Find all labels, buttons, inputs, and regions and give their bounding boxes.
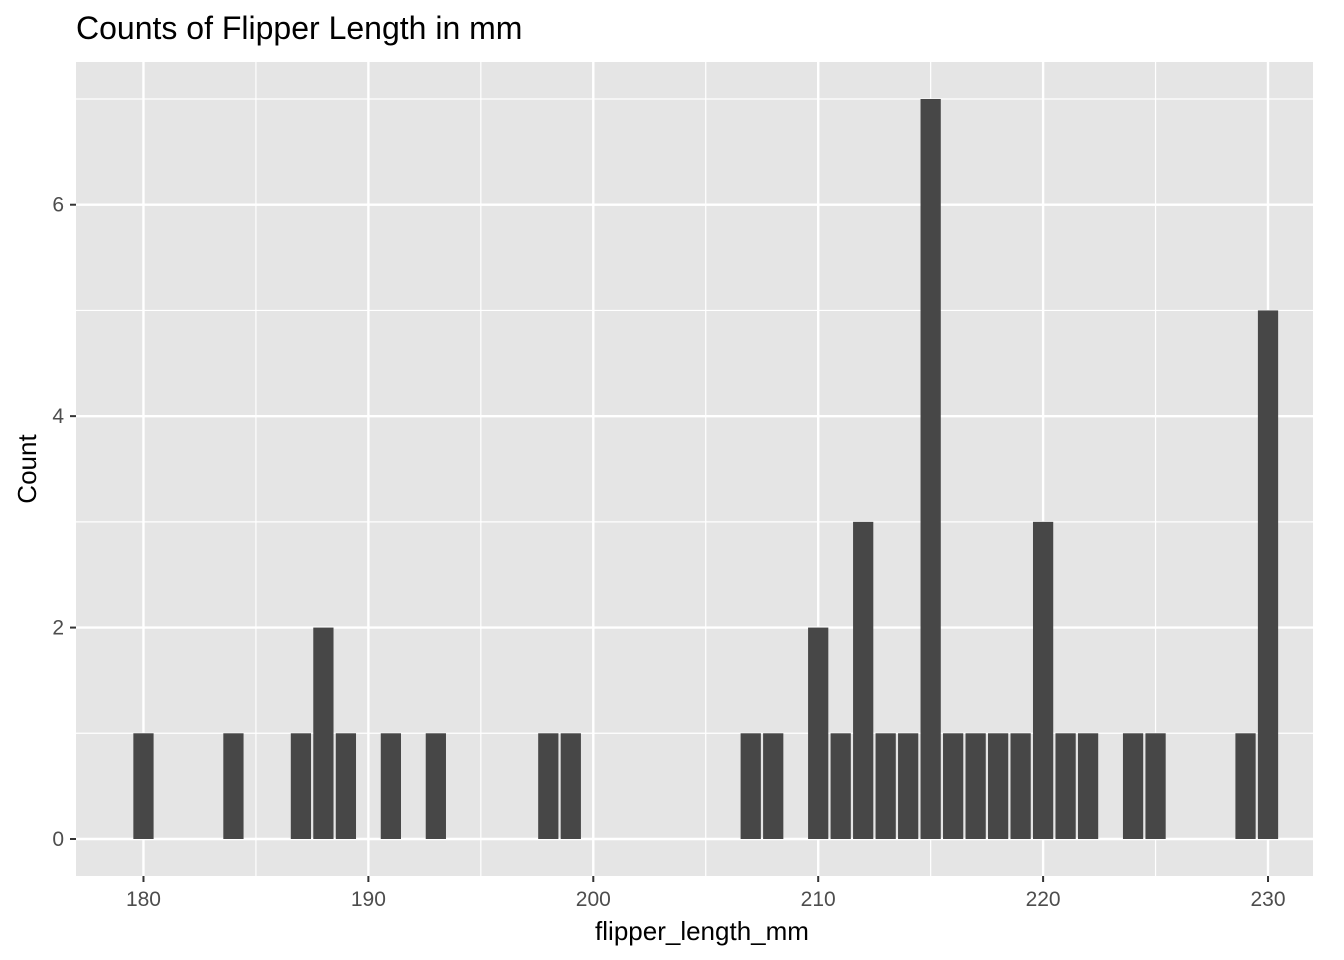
y-axis-title: Count bbox=[12, 434, 42, 504]
bar bbox=[943, 733, 964, 839]
bar bbox=[380, 733, 401, 839]
bar bbox=[223, 733, 244, 839]
bar bbox=[290, 733, 312, 839]
bar bbox=[1032, 521, 1054, 839]
bar bbox=[538, 733, 559, 839]
chart-title: Counts of Flipper Length in mm bbox=[76, 10, 522, 46]
bar bbox=[875, 733, 896, 839]
bar bbox=[988, 733, 1009, 839]
x-tick-label: 180 bbox=[126, 888, 161, 911]
bars bbox=[133, 99, 1279, 839]
bar bbox=[920, 99, 941, 839]
bar bbox=[853, 521, 874, 839]
x-tick-label: 200 bbox=[576, 888, 611, 911]
bar bbox=[1257, 310, 1279, 839]
bar bbox=[133, 733, 154, 839]
bar bbox=[1055, 733, 1076, 839]
bar bbox=[898, 733, 919, 839]
plot-panel bbox=[76, 62, 1313, 876]
x-tick-label: 220 bbox=[1026, 888, 1061, 911]
bar bbox=[425, 733, 446, 839]
bar bbox=[830, 733, 851, 839]
y-tick-label: 4 bbox=[52, 405, 64, 428]
bar bbox=[808, 627, 829, 839]
bar bbox=[1145, 733, 1166, 839]
bar bbox=[1010, 733, 1031, 839]
y-tick-label: 0 bbox=[52, 828, 64, 851]
bar bbox=[313, 627, 334, 839]
x-tick-label: 210 bbox=[801, 888, 836, 911]
y-axis: 0 2 4 6 bbox=[52, 194, 76, 851]
x-tick-label: 230 bbox=[1250, 888, 1285, 911]
bar bbox=[1122, 733, 1144, 839]
y-tick-label: 2 bbox=[52, 617, 64, 640]
bar bbox=[740, 733, 761, 839]
y-tick-label: 6 bbox=[52, 194, 64, 217]
bar bbox=[560, 733, 581, 839]
x-tick-label: 190 bbox=[351, 888, 386, 911]
bar bbox=[763, 733, 784, 839]
x-axis-title: flipper_length_mm bbox=[595, 916, 809, 946]
bar bbox=[1235, 733, 1256, 839]
bar bbox=[335, 733, 357, 839]
bar bbox=[1077, 733, 1099, 839]
bar bbox=[965, 733, 986, 839]
x-axis: 180 190 200 210 220 230 bbox=[126, 876, 1286, 911]
